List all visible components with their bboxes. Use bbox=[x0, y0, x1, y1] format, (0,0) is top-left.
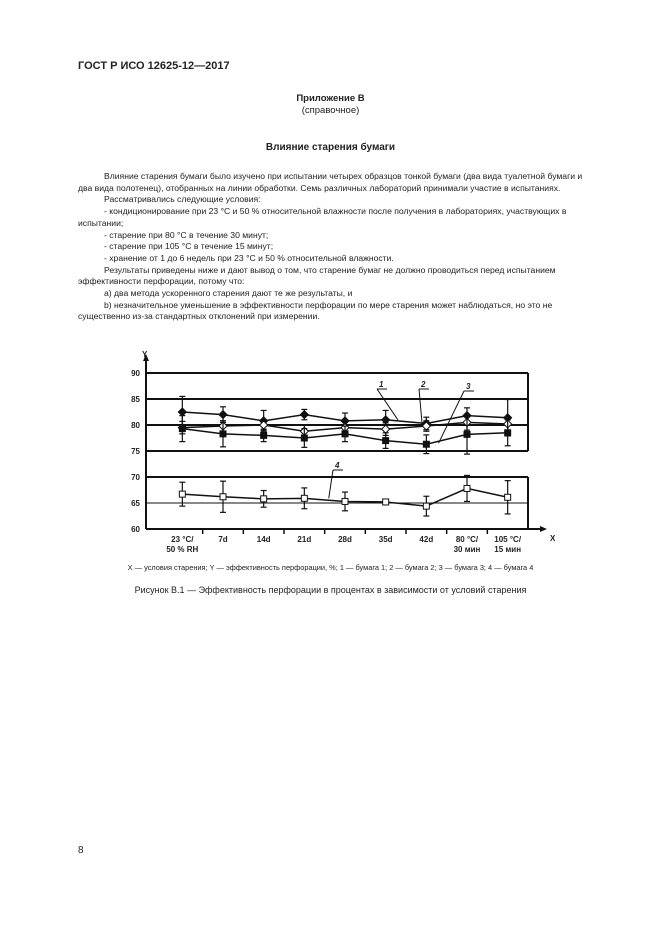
series-4-point bbox=[300, 494, 308, 502]
leader-line bbox=[418, 388, 423, 427]
y-tick-label: 60 bbox=[131, 525, 140, 534]
paragraph: - хранение от 1 до 6 недель при 23 °С и … bbox=[104, 252, 394, 263]
paragraph: b) незначительное уменьшение в эффективн… bbox=[78, 299, 553, 322]
series-3-point bbox=[382, 437, 390, 445]
x-tick-label: 80 °C/ bbox=[456, 535, 479, 544]
y-axis-label: Y bbox=[142, 350, 148, 359]
series-label: 2 bbox=[420, 380, 426, 389]
x-tick-label: 21d bbox=[297, 535, 311, 544]
annex-subtitle: (справочное) bbox=[301, 105, 360, 116]
leader-line bbox=[376, 388, 399, 421]
series-1-point bbox=[218, 409, 228, 420]
series-4-point bbox=[341, 497, 349, 505]
series-4-point bbox=[382, 498, 390, 506]
x-tick-label: 42d bbox=[419, 535, 433, 544]
section-title: Влияние старения бумаги bbox=[265, 142, 396, 153]
paragraph: Результаты приведены ниже и дают вывод о… bbox=[78, 264, 556, 287]
series-1-point bbox=[177, 407, 188, 417]
x-tick-label: 23 °C/ bbox=[171, 535, 194, 544]
paragraph: - старение при 80 °С в течение 30 минут; bbox=[104, 229, 269, 240]
x-tick-label: 105 °C/ bbox=[494, 535, 522, 544]
leader-line bbox=[328, 469, 334, 499]
series-2-point bbox=[421, 421, 432, 431]
series-4-point bbox=[463, 484, 471, 492]
series-3-point bbox=[178, 425, 186, 433]
series-3-point bbox=[504, 429, 512, 437]
series-3-point bbox=[422, 440, 430, 448]
series-3-point bbox=[219, 430, 227, 438]
document-header: ГОСТ Р ИСО 12625-12—2017 bbox=[78, 60, 230, 72]
x-axis-arrow bbox=[540, 526, 547, 532]
page-number: 8 bbox=[78, 845, 84, 856]
paragraph: Влияние старения бумаги было изучено при… bbox=[78, 171, 583, 193]
series-4-point bbox=[178, 490, 186, 498]
annex-title: Приложение В bbox=[296, 93, 365, 104]
series-1-point bbox=[299, 409, 310, 420]
y-tick-label: 80 bbox=[131, 421, 140, 430]
x-axis-label: X bbox=[550, 534, 556, 543]
x-tick-label: 15 мин bbox=[494, 545, 521, 554]
x-tick-label: 30 мин bbox=[454, 545, 481, 554]
figure-caption: Рисунок В.1 — Эффективность перфорации в… bbox=[134, 585, 527, 595]
x-tick-label: 50 % RH bbox=[166, 545, 198, 554]
paragraph: - кондиционирование при 23 °С и 50 % отн… bbox=[78, 206, 567, 228]
series-3-point bbox=[341, 430, 349, 438]
series-3-point bbox=[463, 430, 471, 438]
y-tick-label: 75 bbox=[131, 447, 140, 456]
y-tick-label: 65 bbox=[131, 499, 140, 508]
leader-line bbox=[438, 390, 465, 444]
x-tick-label: 14d bbox=[257, 535, 271, 544]
x-tick-label: 7d bbox=[218, 535, 227, 544]
y-tick-label: 90 bbox=[131, 369, 140, 378]
y-axis-arrow bbox=[143, 354, 149, 361]
series-3-point bbox=[260, 431, 268, 439]
series-4-point bbox=[260, 495, 268, 503]
series-label: 4 bbox=[334, 461, 340, 470]
y-tick-label: 85 bbox=[131, 395, 140, 404]
series-label: 1 bbox=[379, 380, 384, 389]
body-text: Влияние старения бумаги было изучено при… bbox=[78, 171, 586, 323]
series-4-point bbox=[219, 493, 227, 501]
series-4-point bbox=[504, 493, 512, 501]
paragraph: - старение при 105 °С в течение 15 минут… bbox=[104, 241, 274, 252]
series-2-point bbox=[380, 424, 391, 434]
series-3-point bbox=[300, 434, 308, 442]
x-tick-label: 28d bbox=[338, 535, 352, 544]
chart-legend-caption: X — условия старения; Y — эффективность … bbox=[127, 563, 534, 572]
series-4-point bbox=[422, 502, 430, 510]
paragraph: Рассматривались следующие условия: bbox=[104, 194, 261, 205]
y-tick-label: 70 bbox=[131, 473, 140, 482]
series-label: 3 bbox=[466, 382, 471, 391]
paragraph: a) два метода ускоренного старения дают … bbox=[104, 288, 353, 299]
chart: 60 65 70 75 80 85 90 Y X 23 °C/50 % RH 7d 14d 21d 28d… bbox=[131, 350, 556, 554]
x-tick-label: 35d bbox=[379, 535, 393, 544]
